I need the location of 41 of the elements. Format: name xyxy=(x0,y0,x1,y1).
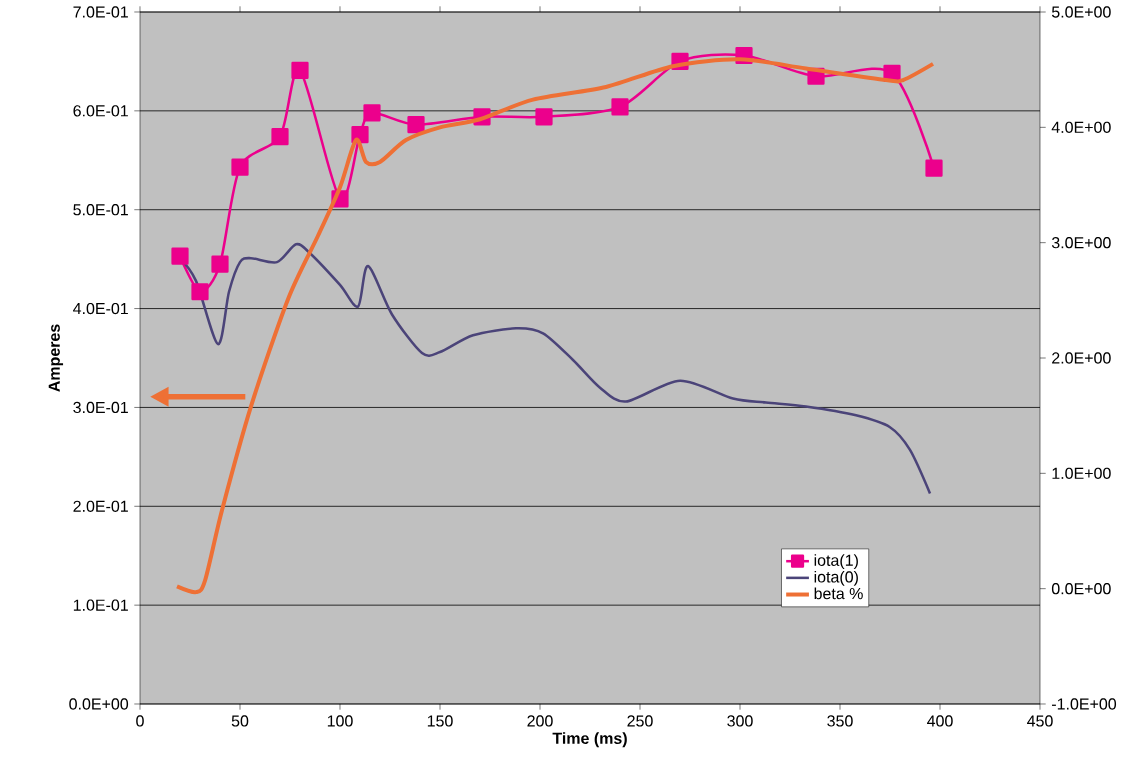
y-tick-label: 6.0E-01 xyxy=(73,105,128,117)
x-tick-label: 350 xyxy=(827,715,853,727)
y-tick-label: 1.0E-01 xyxy=(73,599,128,611)
point xyxy=(535,108,553,126)
point xyxy=(925,159,943,177)
y-tick-label: 0.0E+00 xyxy=(69,698,129,710)
legend-label: iota(1) xyxy=(814,554,858,570)
point xyxy=(211,255,229,273)
x-tick-label: 100 xyxy=(327,715,353,727)
y-tick-label: 4.0E-01 xyxy=(73,302,128,315)
y-tick-label: 7.0E-01 xyxy=(73,6,128,18)
x-tick-label: 250 xyxy=(627,715,653,727)
y2-tick-label: -1.0E+00 xyxy=(1052,698,1117,710)
point xyxy=(171,247,189,265)
x-tick-label: 50 xyxy=(231,715,249,727)
legend-label: iota(0) xyxy=(814,570,858,586)
x-tick-label: 300 xyxy=(727,715,753,727)
point xyxy=(231,158,249,176)
x-tick-label: 150 xyxy=(427,715,453,727)
y2-tick-label: 4.0E+00 xyxy=(1051,121,1111,133)
y2-tick-label: 2.0E+00 xyxy=(1052,352,1111,364)
x-tick-label: 200 xyxy=(527,715,553,727)
y-tick-label: 3.0E-01 xyxy=(73,401,128,414)
point xyxy=(611,98,629,116)
y2-tick-label: 3.0E+00 xyxy=(1051,237,1111,249)
point xyxy=(291,61,309,79)
x-tick-label: 400 xyxy=(927,715,953,727)
y2-tick-label: 5.0E+00 xyxy=(1051,6,1111,18)
point xyxy=(271,127,289,146)
point xyxy=(191,283,209,301)
y-tick-label: 5.0E-01 xyxy=(73,204,128,216)
y-axis-title: Amperes xyxy=(48,324,64,392)
x-tick-label: 0 xyxy=(136,715,144,727)
point xyxy=(363,104,381,122)
y2-tick-label: 1.0E+00 xyxy=(1052,467,1111,479)
x-tick-label: 450 xyxy=(1027,715,1053,727)
point xyxy=(407,116,425,134)
legend-label: beta % xyxy=(814,587,863,600)
x-axis-title: Time (ms) xyxy=(552,732,627,748)
y-tick-label: 2.0E-01 xyxy=(73,500,128,512)
y2-tick-label: 0.0E+00 xyxy=(1051,583,1111,595)
